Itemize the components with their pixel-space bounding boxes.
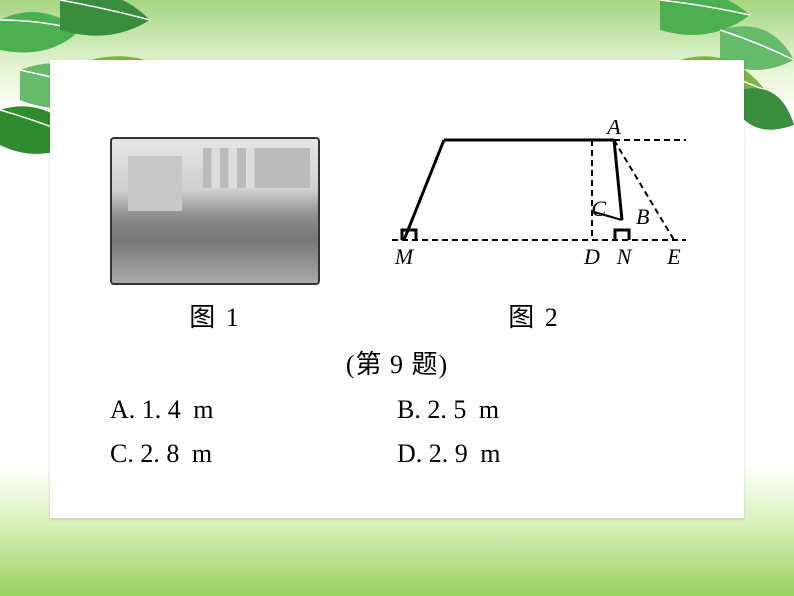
point-N-label: N <box>616 244 633 269</box>
option-C-value: 2. 8 <box>140 439 179 468</box>
content-card: 图 1 <box>50 60 744 518</box>
option-A-prefix: A. <box>110 395 135 424</box>
option-B: B. 2. 5 m <box>397 395 684 425</box>
figure-2-diagram: A C B M D N E <box>374 120 694 280</box>
figure-1-photo <box>110 137 320 285</box>
point-D-label: D <box>583 244 600 269</box>
options-grid: A. 1. 4 m B. 2. 5 m C. 2. 8 m D. 2. 9 m <box>50 381 744 469</box>
option-C: C. 2. 8 m <box>110 439 397 469</box>
option-D-prefix: D. <box>397 439 422 468</box>
option-C-prefix: C. <box>110 439 134 468</box>
point-B-label: B <box>636 204 649 229</box>
option-B-value: 2. 5 <box>427 395 466 424</box>
option-D-value: 2. 9 <box>429 439 468 468</box>
option-B-unit: m <box>479 395 499 424</box>
question-number: (第 9 题) <box>50 344 744 381</box>
point-M-label: M <box>394 244 415 269</box>
figure-2-block: A C B M D N E 图 2 <box>374 120 694 334</box>
option-B-prefix: B. <box>397 395 421 424</box>
option-D-unit: m <box>480 439 500 468</box>
figure-1-label: 图 1 <box>100 297 330 334</box>
option-A-unit: m <box>193 395 213 424</box>
figures-row: 图 1 <box>50 60 744 334</box>
option-A-value: 1. 4 <box>142 395 181 424</box>
figure-1-block: 图 1 <box>100 137 330 334</box>
option-A: A. 1. 4 m <box>110 395 397 425</box>
option-C-unit: m <box>192 439 212 468</box>
option-D: D. 2. 9 m <box>397 439 684 469</box>
point-A-label: A <box>605 120 621 139</box>
figure-2-label: 图 2 <box>374 297 694 334</box>
point-C-label: C <box>591 196 606 221</box>
point-E-label: E <box>666 244 681 269</box>
